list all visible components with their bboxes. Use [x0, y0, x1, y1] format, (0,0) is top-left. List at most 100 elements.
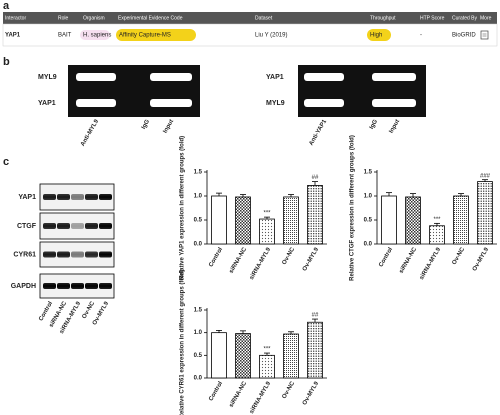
panel-label: c	[3, 156, 9, 168]
band	[57, 194, 70, 200]
table-header-cell: HTP Score	[420, 15, 445, 21]
band	[57, 223, 70, 229]
band-label: YAP1	[266, 74, 284, 81]
bar	[283, 196, 299, 245]
y-tick-label: 0.5	[364, 218, 373, 224]
band	[57, 251, 70, 258]
table-header	[3, 12, 497, 24]
pill	[367, 29, 391, 41]
table-header-cell: Interactor	[5, 15, 26, 21]
bar	[283, 333, 299, 379]
y-axis-label: Relative YAP1 expression in different gr…	[180, 136, 186, 280]
bar	[235, 196, 251, 245]
significance: ##	[312, 313, 319, 319]
bar	[307, 321, 323, 379]
x-tick-label: Ov-MYL9	[472, 246, 491, 272]
x-tick-label: Ov-NC	[282, 246, 297, 266]
band-label: GAPDH	[11, 283, 36, 290]
y-tick-label: 1.5	[364, 170, 373, 176]
lane-label: IgG	[141, 119, 151, 131]
bar	[307, 185, 323, 245]
bar	[235, 333, 251, 379]
error-bar	[216, 192, 222, 196]
error-bar	[458, 193, 464, 196]
band-label: MYL9	[38, 74, 57, 81]
table-header-cell: Throughput	[370, 15, 396, 21]
pill	[116, 29, 196, 41]
error-bar	[216, 329, 222, 333]
x-tick-label: Ov-NC	[282, 380, 297, 400]
x-tick-label: siRNA-MYL9	[419, 246, 443, 281]
table-cell: BAIT	[58, 33, 72, 39]
y-tick-label: 0.0	[194, 242, 203, 248]
x-tick-label: siRNA-MYL9	[249, 380, 273, 415]
error-bar	[288, 331, 294, 335]
bar	[211, 332, 227, 379]
table-header-cell: Dataset	[255, 15, 273, 21]
table-header-cell: Curated By	[452, 15, 478, 21]
y-tick-label: 0.0	[364, 242, 373, 248]
y-axis-label: Relative CYR61 expression in different g…	[180, 270, 186, 415]
x-tick-label: siRNA-NC	[229, 246, 249, 274]
table-header-cell: Role	[58, 15, 69, 21]
table-cell: Affinity Capture-MS	[119, 33, 171, 39]
error-bar	[434, 222, 440, 226]
band-label: YAP1	[38, 100, 56, 107]
y-tick-label: 1.0	[194, 330, 203, 336]
band	[71, 251, 84, 258]
significance: ***	[433, 217, 441, 223]
band-label: MYL9	[266, 100, 285, 107]
significance: ***	[263, 211, 271, 217]
x-tick-label: Control	[378, 247, 394, 269]
significance: ##	[312, 175, 319, 181]
band	[99, 251, 112, 258]
band	[57, 283, 70, 289]
band	[99, 194, 112, 200]
x-tick-label: Control	[208, 381, 224, 403]
band	[85, 194, 98, 200]
band	[85, 223, 98, 229]
doc-icon[interactable]	[480, 30, 489, 40]
band	[85, 251, 98, 258]
lane-label: Anti-MYL9	[80, 118, 100, 147]
x-tick-label: siRNA-NC	[399, 246, 419, 274]
error-bar	[312, 181, 318, 186]
bar	[429, 225, 445, 245]
bands	[76, 73, 416, 107]
lane-label: Anti-YAP1	[309, 118, 329, 147]
table-cell: BioGRID	[452, 33, 476, 39]
blot	[68, 65, 200, 117]
band	[71, 283, 84, 289]
error-bar	[482, 179, 488, 182]
bar	[405, 196, 421, 245]
error-bar	[264, 216, 270, 220]
significance: ***	[263, 347, 271, 353]
blot	[298, 65, 426, 117]
y-tick-label: 0.5	[194, 218, 203, 224]
lane-label: IgG	[369, 119, 379, 131]
bar	[211, 195, 227, 245]
y-tick-label: 1.5	[194, 170, 203, 176]
table-header-cell: More	[480, 15, 492, 21]
lane-label: Input	[389, 119, 402, 135]
error-bar	[386, 192, 392, 196]
y-tick-label: 1.0	[194, 194, 203, 200]
x-tick-label: siRNA-NC	[229, 380, 249, 408]
band	[71, 223, 84, 229]
table-header-cell: Experimental Evidence Code	[118, 15, 183, 21]
band	[43, 194, 56, 200]
x-tick-label: Ov-MYL9	[302, 380, 321, 406]
x-tick-label: siRNA-MYL9	[249, 246, 273, 281]
y-tick-label: 1.0	[364, 194, 373, 200]
band	[85, 283, 98, 289]
table-row	[2, 23, 498, 47]
band	[99, 283, 112, 289]
table-cell: Liu Y (2019)	[255, 33, 287, 39]
lane-label: Input	[163, 119, 176, 135]
x-tick-label: Ov-NC	[452, 246, 467, 266]
bar	[259, 354, 275, 379]
error-bar	[288, 194, 294, 197]
table-cell: YAP1	[5, 33, 21, 39]
